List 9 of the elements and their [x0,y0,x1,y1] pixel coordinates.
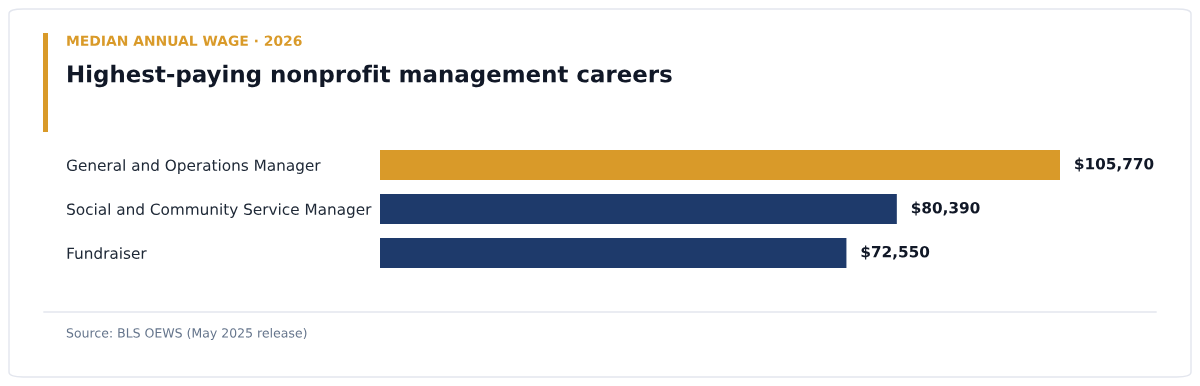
y-tick-label: General and Operations Manager [66,159,321,174]
y-tick-label: Fundraiser [67,247,147,260]
text: MEDIAN ANNUAL WAGE · 2026 [67,35,302,47]
chart-title: Highest-paying nonprofit management careers [68,64,672,88]
data-label: $80,390 [911,201,980,216]
y-tick-label: Social and Community Service Manager [67,203,372,218]
data-label: $105,770 [1075,157,1154,172]
source-note: Source: BLS OEWS (May 2025 release) [66,327,307,341]
data-label: $72,550 [861,245,930,260]
